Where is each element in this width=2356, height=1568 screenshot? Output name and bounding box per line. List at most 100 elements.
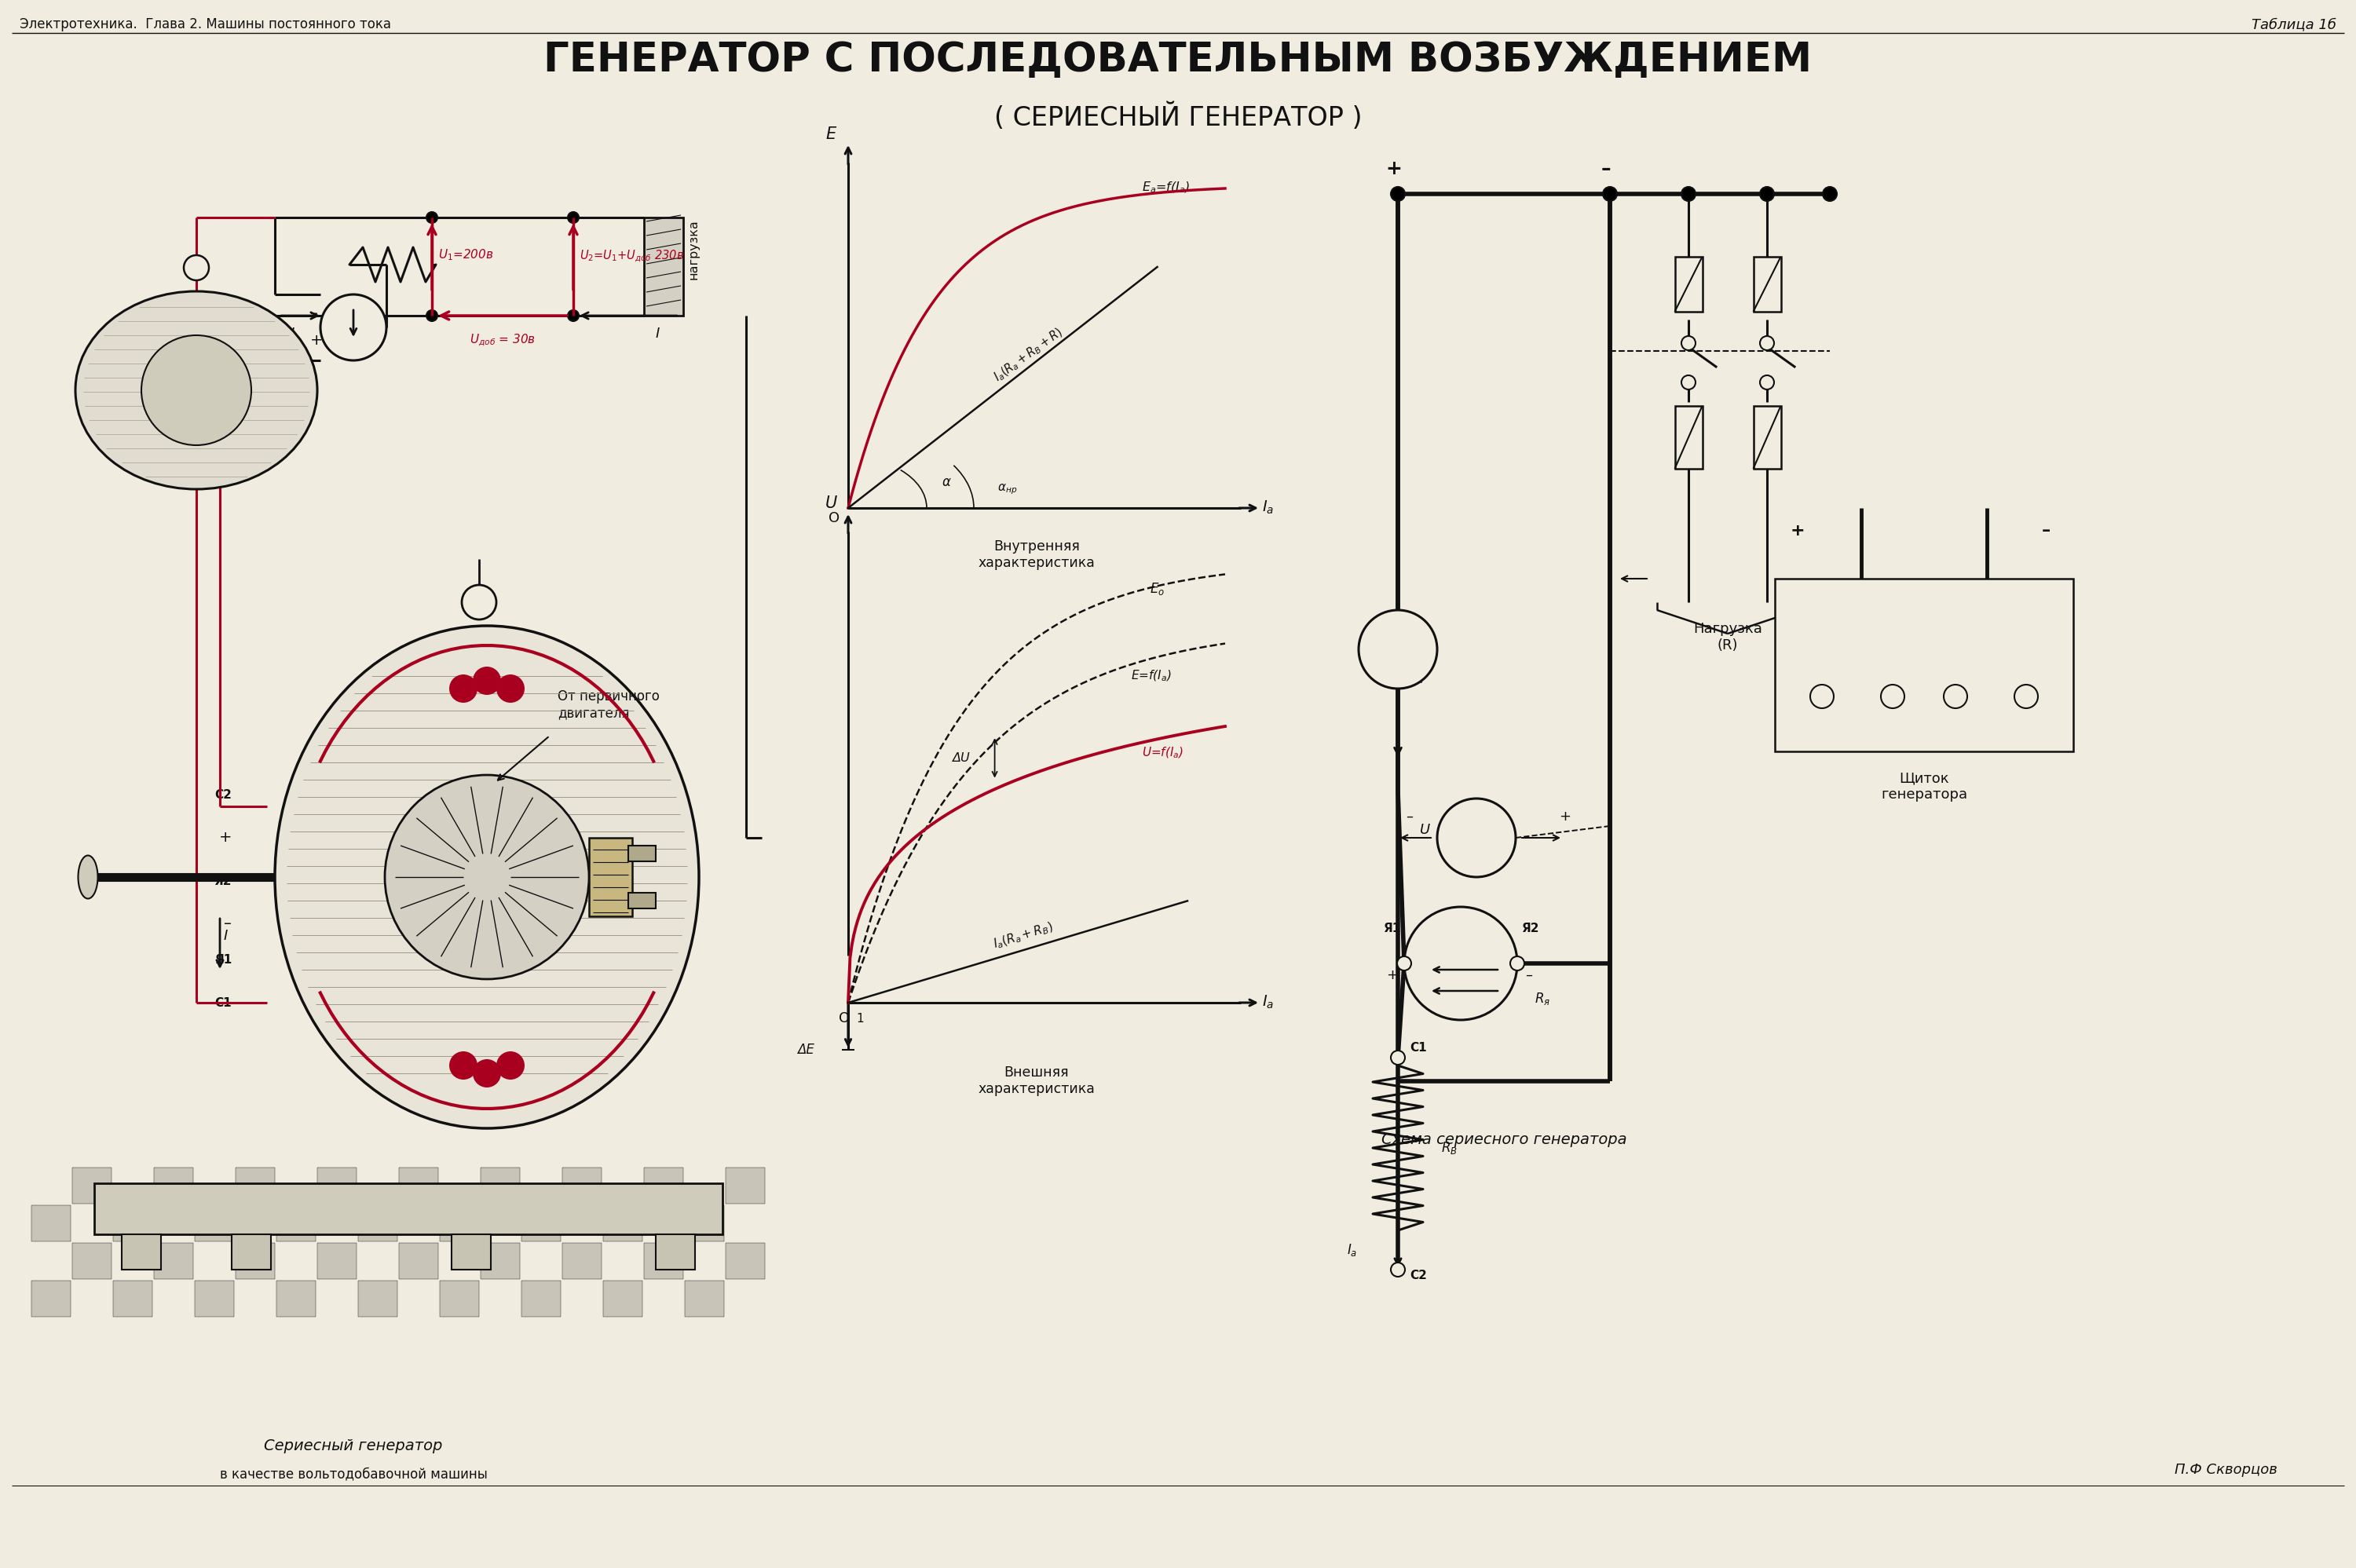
Text: +: + — [1791, 524, 1805, 539]
Bar — [1675, 406, 1701, 469]
Bar — [603, 1206, 643, 1242]
Bar — [113, 1281, 153, 1317]
Text: $I_a$: $I_a$ — [1414, 670, 1423, 685]
Text: U=f($I_a$): U=f($I_a$) — [1143, 746, 1185, 760]
Text: $R_B$: $R_B$ — [1442, 1140, 1458, 1156]
Text: в качестве вольтодобавочной машины: в качестве вольтодобавочной машины — [219, 1466, 488, 1480]
Bar — [563, 1243, 601, 1279]
Bar — [726, 1168, 766, 1204]
Bar — [318, 1168, 356, 1204]
Text: α: α — [942, 475, 952, 489]
Text: +: + — [1388, 967, 1399, 982]
Text: I: I — [224, 928, 229, 942]
Circle shape — [1390, 1262, 1404, 1276]
Text: Внутренняя
характеристика: Внутренняя характеристика — [978, 539, 1096, 569]
Bar — [452, 1234, 490, 1270]
Text: U: U — [1421, 823, 1430, 837]
Text: O: O — [829, 511, 839, 525]
Bar — [726, 1243, 766, 1279]
Text: Я2: Я2 — [2019, 732, 2033, 743]
Text: С1: С1 — [1948, 732, 1963, 743]
Bar — [1675, 257, 1701, 312]
Circle shape — [1682, 375, 1696, 389]
Text: –: – — [311, 306, 318, 321]
Text: Таблица 1б: Таблица 1б — [2252, 17, 2337, 31]
Text: $I_a$: $I_a$ — [1348, 1242, 1357, 1258]
Bar — [521, 1206, 561, 1242]
Text: $E_a$: $E_a$ — [1454, 935, 1468, 950]
Bar — [276, 1206, 316, 1242]
Bar — [153, 1168, 193, 1204]
Text: +: + — [311, 332, 323, 348]
Text: Я2: Я2 — [1522, 922, 1538, 935]
Bar — [441, 1206, 478, 1242]
Text: 1: 1 — [855, 1013, 865, 1024]
Bar — [31, 1281, 71, 1317]
Text: U: U — [825, 495, 836, 511]
Bar — [655, 1234, 695, 1270]
Bar — [398, 1243, 438, 1279]
Text: $U_{доб}$ = 30в: $U_{доб}$ = 30в — [469, 332, 535, 348]
Text: $U_2$=$U_1$+$U_{доб}$ 230в: $U_2$=$U_1$+$U_{доб}$ 230в — [580, 248, 683, 263]
Text: +: + — [219, 829, 231, 845]
Text: Схема сериесного генератора: Схема сериесного генератора — [1381, 1132, 1626, 1148]
Text: Нагрузка
(R): Нагрузка (R) — [1694, 622, 1762, 652]
Circle shape — [1510, 956, 1524, 971]
Text: I: I — [290, 326, 294, 340]
Bar — [318, 1243, 356, 1279]
Text: +: + — [1560, 809, 1571, 823]
Text: Я1: Я1 — [1383, 922, 1399, 935]
Bar — [643, 1168, 683, 1204]
Circle shape — [1397, 956, 1411, 971]
Text: E: E — [825, 127, 836, 143]
Circle shape — [474, 666, 502, 695]
Bar — [94, 1184, 723, 1234]
Bar — [1774, 579, 2073, 751]
Circle shape — [1359, 610, 1437, 688]
Bar — [123, 1234, 160, 1270]
Bar — [398, 1168, 438, 1204]
Bar — [629, 892, 655, 908]
Bar — [358, 1281, 398, 1317]
Circle shape — [426, 212, 438, 223]
Bar — [1753, 257, 1781, 312]
Bar — [231, 1234, 271, 1270]
Text: ГЕНЕРАТОР С ПОСЛЕДОВАТЕЛЬНЫМ ВОЗБУЖДЕНИЕМ: ГЕНЕРАТОР С ПОСЛЕДОВАТЕЛЬНЫМ ВОЗБУЖДЕНИЕ… — [544, 41, 1812, 80]
Text: V: V — [1470, 829, 1484, 845]
Circle shape — [568, 212, 580, 223]
Bar — [563, 1168, 601, 1204]
Bar — [481, 1243, 521, 1279]
Circle shape — [141, 336, 252, 445]
Circle shape — [1602, 187, 1616, 201]
Text: –: – — [2043, 524, 2050, 539]
Text: $E_o$: $E_o$ — [1150, 582, 1164, 597]
Ellipse shape — [78, 856, 99, 898]
Bar — [113, 1206, 153, 1242]
Text: Электротехника.  Глава 2. Машины постоянного тока: Электротехника. Глава 2. Машины постоянн… — [19, 17, 391, 31]
Bar — [441, 1281, 478, 1317]
Text: C2: C2 — [214, 789, 231, 801]
Text: C2: C2 — [1409, 1270, 1428, 1281]
Text: –: – — [224, 916, 231, 931]
Text: –: – — [1602, 160, 1612, 179]
Text: Сериесный генератор: Сериесный генератор — [264, 1438, 443, 1454]
Text: A: A — [1390, 641, 1404, 657]
Circle shape — [474, 1060, 502, 1088]
Text: α$_{нр}$: α$_{нр}$ — [997, 483, 1018, 495]
Text: $I_a$: $I_a$ — [1451, 971, 1461, 985]
Text: Я1: Я1 — [1885, 732, 1899, 743]
Text: O: O — [839, 1011, 851, 1025]
Bar — [196, 1206, 233, 1242]
Bar — [153, 1243, 193, 1279]
Circle shape — [1404, 906, 1517, 1019]
Bar — [686, 1281, 723, 1317]
Bar — [603, 1281, 643, 1317]
Text: $I_a(R_a+R_B)$: $I_a(R_a+R_B)$ — [992, 920, 1055, 952]
Text: $U_1$=200в: $U_1$=200в — [438, 248, 492, 262]
Circle shape — [1760, 375, 1774, 389]
Circle shape — [1760, 187, 1774, 201]
Bar — [196, 1281, 233, 1317]
Ellipse shape — [276, 626, 700, 1129]
Circle shape — [497, 674, 525, 702]
Text: ΔU: ΔU — [952, 753, 968, 764]
